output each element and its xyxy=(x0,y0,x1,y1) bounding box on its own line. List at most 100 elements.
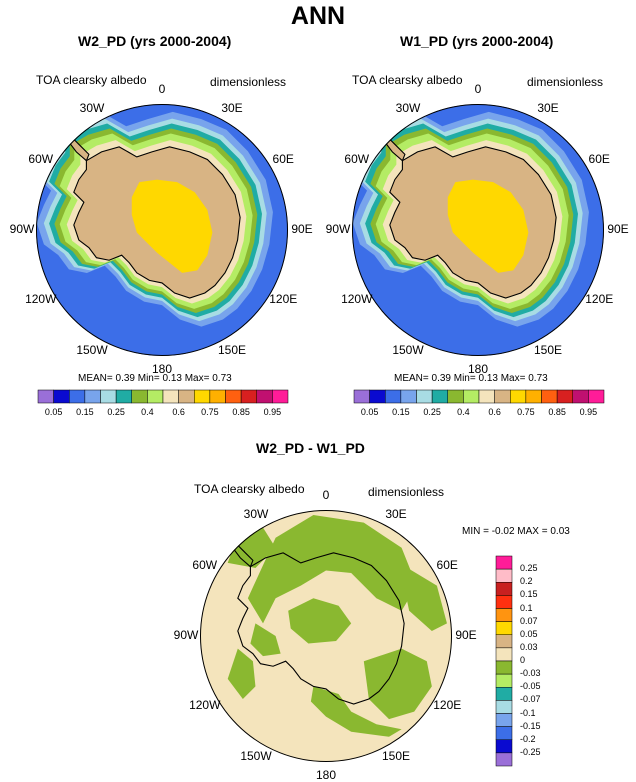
diff-colorbar-swatch xyxy=(495,713,513,727)
longitude-label: 180 xyxy=(315,768,337,782)
longitude-label: 30E xyxy=(221,100,243,115)
longitude-label: 120W xyxy=(341,292,373,306)
diff-colorbar-swatch xyxy=(495,568,513,583)
longitude-label: 150W xyxy=(392,343,424,358)
longitude-label: 90E xyxy=(455,628,477,642)
colorbar-tick-label: 0.15 xyxy=(76,407,94,417)
longitude-label: 30W xyxy=(395,100,421,115)
colorbar-tick-label: 0.85 xyxy=(232,407,250,417)
diff-colorbar-tick-label: 0.03 xyxy=(520,641,538,652)
colorbar-tick-label: 0.6 xyxy=(488,407,501,417)
colorbar-swatch xyxy=(353,389,370,404)
longitude-label: 30W xyxy=(79,100,105,115)
map-fill xyxy=(36,104,288,356)
panel-3-variable-label: TOA clearsky albedo xyxy=(194,482,305,496)
colorbar-tick-label: 0.95 xyxy=(263,407,282,417)
colorbar-swatch xyxy=(131,389,148,404)
longitude-label: 60E xyxy=(588,152,610,166)
panel-3-title: W2_PD - W1_PD xyxy=(256,440,365,456)
colorbar-swatch xyxy=(37,389,54,404)
longitude-label: 150W xyxy=(240,749,272,764)
map-fill xyxy=(352,104,604,356)
longitude-label: 90E xyxy=(291,222,313,236)
longitude-label: 30W xyxy=(243,506,269,521)
longitude-label: 90W xyxy=(173,628,199,642)
diff-colorbar-tick-label: -0.07 xyxy=(520,694,541,705)
colorbar-tick-label: 0.85 xyxy=(548,407,566,417)
colorbar-tick-label: 0.25 xyxy=(423,407,441,417)
panel-2-stats: MEAN= 0.39 Min= 0.13 Max= 0.73 xyxy=(394,373,548,384)
colorbar-swatch xyxy=(588,389,605,404)
panel-2-polar-map xyxy=(352,104,604,356)
colorbar-swatch xyxy=(478,389,495,404)
diff-colorbar-swatch xyxy=(495,582,513,596)
panel-2-units-label: dimensionless xyxy=(527,75,604,89)
figure-title: ANN xyxy=(290,2,346,30)
negative-difference-region xyxy=(288,598,352,644)
diff-colorbar-swatch xyxy=(495,660,513,675)
longitude-label: 120W xyxy=(189,698,221,712)
colorbar-swatch xyxy=(572,389,589,404)
longitude-label: 0 xyxy=(322,488,330,502)
map-border xyxy=(200,510,452,762)
diff-colorbar-tick-label: 0.07 xyxy=(520,615,538,626)
diff-colorbar-tick-label: 0.05 xyxy=(520,628,538,639)
colorbar-tick-label: 0.05 xyxy=(360,407,379,417)
antarctic-peninsula xyxy=(68,136,89,161)
longitude-label: 60W xyxy=(192,558,218,572)
panel-1-units-label: dimensionless xyxy=(210,75,287,89)
colorbar-swatch xyxy=(525,389,542,404)
colorbar-swatch xyxy=(272,389,289,404)
antarctic-peninsula xyxy=(384,136,405,161)
negative-difference-region xyxy=(247,515,417,624)
colorbar-tick-label: 0.75 xyxy=(201,407,219,417)
colorbar-swatch xyxy=(416,389,433,404)
panel-1-title: W2_PD (yrs 2000-2004) xyxy=(78,33,232,49)
panel-3-stats: MIN = -0.02 MAX = 0.03 xyxy=(462,526,570,537)
diff-colorbar-tick-label: 0 xyxy=(520,655,526,665)
diff-colorbar-swatch xyxy=(495,608,513,622)
colorbar-swatch xyxy=(556,389,573,404)
colorbar-swatch xyxy=(115,389,132,404)
diff-colorbar-swatch xyxy=(495,687,513,701)
longitude-label: 120E xyxy=(433,698,462,712)
diff-colorbar-tick-label: 0.2 xyxy=(520,576,533,587)
colorbar-swatch xyxy=(84,389,101,404)
longitude-label: 90E xyxy=(607,222,629,236)
longitude-label: 0 xyxy=(474,82,482,96)
high-albedo-plateau xyxy=(447,179,529,273)
colorbar-tick-label: 0.4 xyxy=(141,407,154,417)
diff-colorbar-tick-label: 0.15 xyxy=(520,589,538,600)
colorbar-swatch xyxy=(194,389,211,404)
longitude-label: 150W xyxy=(76,343,108,358)
panel-3-colorbar xyxy=(495,555,513,767)
negative-difference-region xyxy=(250,623,281,657)
colorbar-swatch xyxy=(69,389,86,404)
panel-1-colorbar xyxy=(37,389,289,404)
diff-colorbar-swatch xyxy=(495,752,513,767)
longitude-label: 180 xyxy=(467,362,489,376)
diff-colorbar-swatch xyxy=(495,621,513,635)
longitude-label: 180 xyxy=(151,362,173,376)
colorbar-swatch xyxy=(510,389,527,404)
colorbar-swatch xyxy=(100,389,117,404)
longitude-label: 150E xyxy=(217,343,247,358)
negative-difference-region xyxy=(399,562,447,631)
diff-colorbar-tick-label: 0.25 xyxy=(520,563,538,574)
colorbar-swatch xyxy=(178,389,195,404)
map-border xyxy=(352,104,604,356)
antarctica-coastline xyxy=(73,146,241,299)
diff-colorbar-swatch xyxy=(495,726,513,740)
panel-2-variable-label: TOA clearsky albedo xyxy=(352,73,463,87)
diff-colorbar-swatch xyxy=(495,647,513,662)
map-border xyxy=(36,104,288,356)
negative-difference-region xyxy=(227,648,256,699)
colorbar-swatch xyxy=(385,389,402,404)
panel-2-title: W1_PD (yrs 2000-2004) xyxy=(400,33,554,49)
diff-colorbar-tick-label: -0.1 xyxy=(520,707,536,718)
diff-colorbar-swatch xyxy=(495,673,513,688)
colorbar-swatch xyxy=(225,389,242,404)
panel-1-variable-label: TOA clearsky albedo xyxy=(36,73,147,87)
panel-2-colorbar xyxy=(353,389,605,404)
diff-colorbar-swatch xyxy=(495,634,513,649)
